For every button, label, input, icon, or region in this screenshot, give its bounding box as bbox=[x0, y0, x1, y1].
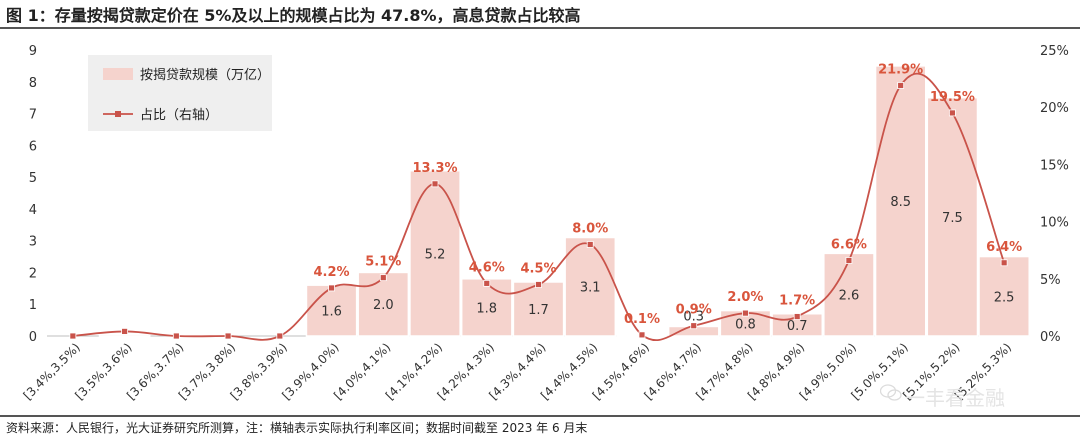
line-data-label: 1.7% bbox=[779, 294, 815, 309]
line-data-label: 13.3% bbox=[412, 161, 457, 176]
line-marker bbox=[69, 332, 77, 340]
wechat-icon bbox=[880, 384, 902, 401]
line-data-label: 19.5% bbox=[930, 90, 975, 105]
line-marker bbox=[535, 281, 542, 288]
line-data-label: 4.5% bbox=[520, 262, 556, 277]
line-data-label: 0.9% bbox=[676, 303, 712, 318]
bar-data-label: 1.7 bbox=[528, 303, 549, 318]
bar bbox=[564, 236, 617, 337]
y-left-tick-label: 6 bbox=[29, 139, 37, 154]
bar-data-label: 7.5 bbox=[942, 211, 963, 226]
legend-line-marker bbox=[115, 111, 121, 117]
line-marker bbox=[379, 274, 387, 282]
y-left-tick-label: 3 bbox=[29, 235, 37, 250]
line-data-label: 6.6% bbox=[831, 237, 867, 252]
bar-series bbox=[98, 65, 1030, 337]
line-data-label: 21.9% bbox=[878, 62, 923, 77]
legend-box bbox=[88, 55, 272, 131]
source-note: 资料来源：人民银行，光大证券研究所测算，注：横轴表示实际执行利率区间；数据时间截… bbox=[6, 421, 588, 435]
bar bbox=[823, 252, 875, 337]
line-series bbox=[69, 72, 1008, 341]
line-path bbox=[72, 72, 1005, 341]
y-left-tick-label: 0 bbox=[29, 330, 37, 345]
line-marker bbox=[276, 332, 284, 340]
line-data-label: 2.0% bbox=[727, 290, 763, 305]
bar-labels: 1.6 2.0 5.2 1.8 1.7 3.1 0.3 0.8 0.7 2.6 8.5 7.5 2.5 bbox=[321, 195, 1014, 334]
line-marker bbox=[742, 309, 749, 317]
bar bbox=[460, 278, 513, 337]
bar-data-label: 0.3 bbox=[683, 309, 704, 324]
bar-data-label: 1.6 bbox=[321, 305, 342, 320]
y-right-tick-label: 5% bbox=[1040, 273, 1061, 288]
bar-data-label: 5.2 bbox=[425, 247, 446, 262]
line-data-label: 4.2% bbox=[314, 265, 350, 280]
y-right-tick-label: 15% bbox=[1040, 158, 1069, 173]
bar-data-label: 8.5 bbox=[890, 195, 911, 210]
line-marker bbox=[948, 109, 956, 117]
legend-bar-swatch bbox=[103, 68, 133, 80]
y-left-tick-label: 5 bbox=[29, 171, 37, 186]
legend-bar-label: 按揭贷款规模（万亿） bbox=[140, 68, 270, 83]
watermark: 一丰看金融 bbox=[905, 386, 1005, 410]
y-left-tick-label: 1 bbox=[29, 298, 37, 313]
line-marker bbox=[483, 279, 491, 287]
line-marker bbox=[172, 332, 180, 340]
bar bbox=[874, 65, 927, 337]
y-right-tick-label: 10% bbox=[1040, 216, 1069, 231]
bar bbox=[357, 271, 410, 337]
line-marker bbox=[1000, 259, 1008, 267]
y-right-tick-label: 20% bbox=[1040, 101, 1069, 116]
bar-data-label: 0.7 bbox=[787, 319, 808, 334]
y-left-tick-label: 9 bbox=[29, 44, 37, 59]
line-data-label: 8.0% bbox=[572, 221, 608, 236]
bar bbox=[926, 96, 979, 337]
bar-data-label: 1.8 bbox=[476, 301, 497, 316]
y-right-tick-label: 0% bbox=[1040, 330, 1061, 345]
legend-line-label: 占比（右轴） bbox=[140, 108, 218, 123]
figure-title: 图 1：存量按揭贷款定价在 5%及以上的规模占比为 47.8%，高息贷款占比较高 bbox=[6, 6, 581, 25]
bar-data-label: 2.6 bbox=[839, 289, 860, 304]
line-data-label: 6.4% bbox=[986, 240, 1022, 255]
line-marker bbox=[897, 82, 905, 89]
y-left-tick-label: 7 bbox=[29, 108, 37, 123]
line-marker bbox=[431, 180, 439, 188]
bar-data-label: 3.1 bbox=[580, 281, 601, 296]
bar-data-label: 2.5 bbox=[994, 290, 1015, 305]
legend: 按揭贷款规模（万亿） 占比（右轴） bbox=[88, 55, 272, 131]
bar-data-label: 0.8 bbox=[735, 317, 756, 332]
line-marker bbox=[793, 313, 801, 320]
footer-divider bbox=[0, 415, 1080, 417]
line-marker bbox=[224, 332, 232, 340]
y-left-tick-label: 2 bbox=[29, 266, 37, 281]
bar bbox=[409, 170, 461, 337]
bar-data-label: 2.0 bbox=[373, 298, 394, 313]
y-left-tick-label: 8 bbox=[29, 76, 37, 91]
y-left-tick-label: 4 bbox=[29, 203, 37, 218]
line-data-label: 4.6% bbox=[469, 260, 505, 275]
bar bbox=[978, 255, 1030, 337]
line-data-label: 0.1% bbox=[624, 312, 660, 327]
line-data-label: 5.1% bbox=[365, 255, 401, 270]
x-tick-labels: [3.4%,3.5%)[3.5%,3.6%)[3.6%,3.7%)[3.7%,3… bbox=[21, 340, 1015, 402]
bar bbox=[305, 284, 358, 337]
line-marker bbox=[638, 331, 646, 339]
line-labels: 4.2% 5.1% 13.3% 4.6% 4.5% 8.0% 0.1% 0.9% 2.0% 1.7… bbox=[314, 62, 1023, 326]
line-marker bbox=[586, 241, 594, 248]
line-marker bbox=[328, 284, 335, 292]
title-divider bbox=[0, 27, 1080, 29]
line-marker bbox=[845, 257, 853, 264]
y-right-tick-label: 25% bbox=[1040, 44, 1069, 59]
line-marker bbox=[690, 322, 698, 330]
line-marker bbox=[121, 328, 129, 335]
